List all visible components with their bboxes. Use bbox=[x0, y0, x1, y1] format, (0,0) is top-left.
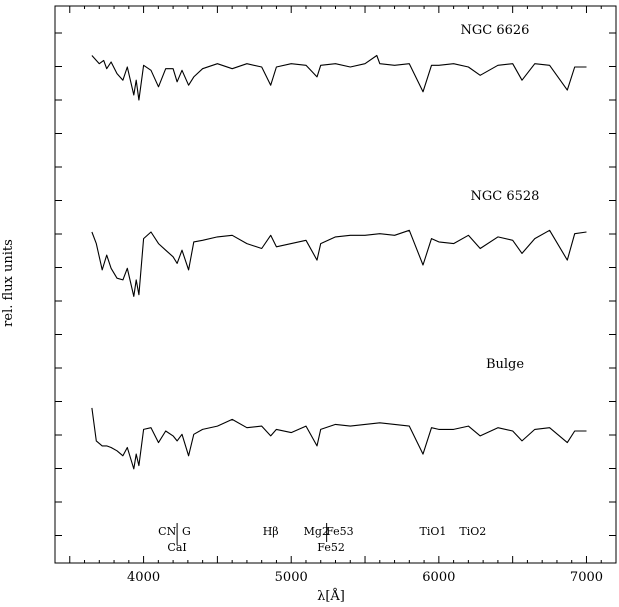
series-labels: NGC 6626 NGC 6528 Bulge bbox=[461, 23, 540, 372]
feature-label: Hβ bbox=[263, 525, 279, 538]
plot-frame bbox=[54, 5, 617, 564]
series-layer bbox=[91, 54, 587, 470]
series-label: NGC 6528 bbox=[471, 189, 540, 204]
y-axis-title: rel. flux units bbox=[1, 239, 16, 327]
feature-label: Fe53 bbox=[326, 525, 354, 538]
feature-label: TiO1 bbox=[419, 525, 446, 538]
series-label: NGC 6626 bbox=[461, 23, 530, 38]
x-tick-labels: 4000 5000 6000 7000 bbox=[127, 570, 603, 585]
x-tick-label: 6000 bbox=[422, 570, 455, 585]
feature-label: Fe52 bbox=[317, 541, 345, 554]
spectrum-line bbox=[91, 229, 587, 297]
feature-label: CN bbox=[158, 525, 176, 538]
x-tick-label: 7000 bbox=[570, 570, 603, 585]
feature-label: CaI bbox=[167, 541, 186, 554]
feature-label: Mg2 bbox=[304, 525, 329, 538]
series-label: Bulge bbox=[486, 357, 524, 372]
tick-marks bbox=[55, 6, 616, 563]
x-axis-title: λ[Å] bbox=[317, 588, 345, 604]
spectrum-line bbox=[91, 407, 587, 470]
feature-label: G bbox=[182, 525, 191, 538]
feature-label: TiO2 bbox=[459, 525, 486, 538]
x-tick-label: 5000 bbox=[275, 570, 308, 585]
spectrum-line bbox=[91, 54, 587, 101]
x-tick-label: 4000 bbox=[127, 570, 160, 585]
